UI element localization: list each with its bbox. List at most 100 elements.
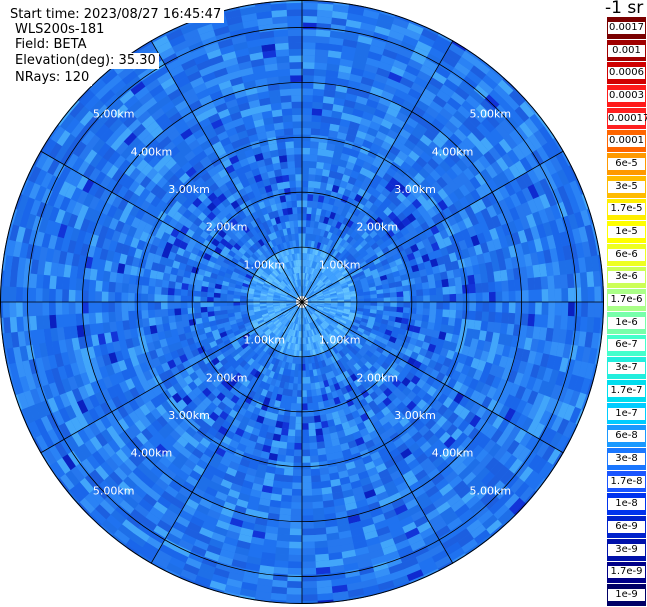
range-gate-cell bbox=[399, 76, 415, 89]
range-gate-cell bbox=[321, 493, 334, 502]
range-gate-cell bbox=[352, 241, 361, 249]
range-gate-cell bbox=[307, 200, 313, 208]
range-gate-cell bbox=[362, 139, 374, 150]
range-gate-cell bbox=[294, 423, 302, 430]
range-gate-cell bbox=[461, 248, 471, 260]
range-gate-cell bbox=[342, 289, 350, 294]
range-gate-cell bbox=[464, 192, 476, 206]
range-gate-cell bbox=[419, 151, 433, 164]
range-gate-cell bbox=[445, 367, 455, 379]
range-gate-cell bbox=[554, 288, 562, 303]
range-gate-cell bbox=[349, 312, 357, 317]
range-gate-cell bbox=[122, 273, 131, 284]
range-gate-cell bbox=[458, 353, 468, 365]
range-gate-cell bbox=[154, 301, 162, 310]
range-gate-cell bbox=[462, 293, 470, 303]
range-gate-cell bbox=[342, 39, 359, 49]
range-gate-cell bbox=[174, 294, 181, 302]
range-gate-cell bbox=[395, 311, 403, 319]
range-gate-cell bbox=[482, 302, 490, 313]
range-gate-cell bbox=[318, 135, 329, 144]
range-gate-cell bbox=[415, 283, 423, 291]
range-gate-cell bbox=[376, 19, 394, 31]
range-gate-cell bbox=[337, 186, 346, 195]
range-gate-cell bbox=[273, 473, 284, 482]
range-gate-cell bbox=[462, 302, 470, 312]
range-gate-cell bbox=[475, 292, 483, 303]
range-gate-cell bbox=[581, 302, 589, 319]
range-gate-cell bbox=[581, 346, 592, 364]
range-gate-cell bbox=[412, 325, 421, 334]
range-gate-cell bbox=[548, 369, 560, 386]
range-gate-cell bbox=[315, 270, 320, 277]
range-gate-cell bbox=[302, 95, 314, 102]
range-gate-cell bbox=[376, 250, 385, 259]
range-gate-cell bbox=[312, 507, 325, 516]
range-gate-cell bbox=[567, 374, 579, 392]
range-gate-cell bbox=[406, 252, 416, 262]
range-gate-cell bbox=[475, 141, 490, 156]
range-gate-cell bbox=[382, 288, 390, 294]
range-gate-cell bbox=[415, 40, 433, 54]
range-gate-cell bbox=[307, 194, 314, 201]
range-gate-cell bbox=[287, 548, 302, 556]
range-gate-cell bbox=[481, 118, 496, 134]
range-gate-cell bbox=[579, 316, 588, 333]
range-gate-cell bbox=[515, 204, 527, 220]
range-gate-cell bbox=[416, 295, 424, 303]
range-gate-cell bbox=[458, 395, 470, 409]
range-gate-cell bbox=[311, 488, 323, 496]
range-gate-cell bbox=[369, 121, 382, 132]
range-gate-cell bbox=[455, 310, 463, 320]
range-gate-cell bbox=[336, 273, 344, 280]
range-gate-cell bbox=[436, 130, 450, 144]
range-gate-cell bbox=[312, 194, 320, 202]
range-gate-cell bbox=[297, 377, 302, 384]
range-gate-cell bbox=[517, 229, 528, 245]
range-gate-cell bbox=[532, 211, 544, 227]
range-gate-cell bbox=[575, 345, 585, 363]
range-gate-cell bbox=[504, 182, 517, 197]
range-gate-cell bbox=[552, 261, 561, 277]
range-gate-cell bbox=[341, 328, 349, 335]
range-gate-cell bbox=[220, 305, 228, 311]
range-gate-cell bbox=[494, 281, 503, 293]
range-gate-cell bbox=[180, 295, 188, 302]
range-gate-cell bbox=[353, 279, 362, 286]
range-gate-cell bbox=[486, 178, 499, 193]
range-gate-cell bbox=[352, 276, 360, 283]
range-gate-cell bbox=[355, 130, 368, 140]
range-gate-cell bbox=[317, 305, 324, 308]
range-gate-cell bbox=[580, 272, 588, 289]
range-gate-cell bbox=[463, 256, 473, 268]
range-gate-cell bbox=[316, 161, 325, 170]
range-gate-cell bbox=[315, 36, 331, 44]
range-gate-cell bbox=[533, 181, 546, 198]
range-gate-cell bbox=[421, 356, 431, 367]
range-gate-cell bbox=[306, 383, 312, 391]
range-gate-cell bbox=[512, 145, 526, 162]
range-gate-cell bbox=[514, 347, 524, 362]
range-gate-cell bbox=[370, 342, 379, 351]
range-gate-cell bbox=[317, 296, 324, 299]
range-gate-cell bbox=[313, 527, 327, 536]
range-gate-cell bbox=[311, 303, 318, 305]
range-gate-cell bbox=[479, 350, 490, 363]
range-gate-cell bbox=[316, 22, 333, 31]
range-gate-cell bbox=[307, 273, 312, 281]
range-gate-cell bbox=[309, 448, 319, 457]
range-gate-cell bbox=[353, 233, 362, 242]
range-gate-cell bbox=[62, 313, 70, 328]
range-gate-cell bbox=[468, 283, 476, 294]
range-gate-cell bbox=[200, 311, 209, 318]
range-gate-cell bbox=[341, 45, 357, 55]
range-gate-cell bbox=[370, 298, 378, 303]
range-gate-cell bbox=[346, 227, 355, 236]
range-gate-cell bbox=[329, 30, 346, 40]
range-gate-cell bbox=[200, 296, 208, 302]
range-gate-cell bbox=[459, 196, 471, 209]
range-gate-cell bbox=[301, 456, 311, 463]
range-gate-cell bbox=[533, 196, 545, 213]
range-gate-cell bbox=[421, 28, 439, 42]
range-gate-cell bbox=[323, 230, 330, 238]
